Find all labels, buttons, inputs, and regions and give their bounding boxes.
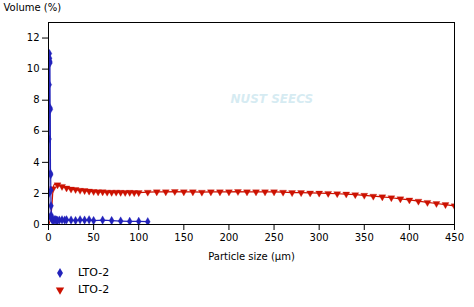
svg-text:4: 4 [33,157,39,168]
svg-text:8: 8 [33,94,39,105]
svg-text:10: 10 [27,63,40,74]
svg-text:Volume (%): Volume (%) [4,2,62,13]
html-text:LTO-2: LTO-2 [78,266,110,279]
svg-text:NUST SEECS: NUST SEECS [230,92,313,106]
svg-text:0: 0 [45,232,51,243]
svg-text:450: 450 [445,232,464,243]
svg-text:200: 200 [219,232,238,243]
svg-text:0: 0 [33,219,39,230]
svg-text:12: 12 [27,32,40,43]
svg-text:Particle size (μm): Particle size (μm) [208,251,295,262]
svg-text:6: 6 [33,125,39,136]
svg-text:50: 50 [87,232,100,243]
svg-text:400: 400 [400,232,419,243]
svg-text:250: 250 [265,232,284,243]
svg-text:350: 350 [355,232,374,243]
html-text:LTO-2: LTO-2 [78,283,110,296]
svg-text:2: 2 [33,188,39,199]
svg-text:100: 100 [129,232,148,243]
svg-text:300: 300 [310,232,329,243]
svg-text:150: 150 [174,232,193,243]
